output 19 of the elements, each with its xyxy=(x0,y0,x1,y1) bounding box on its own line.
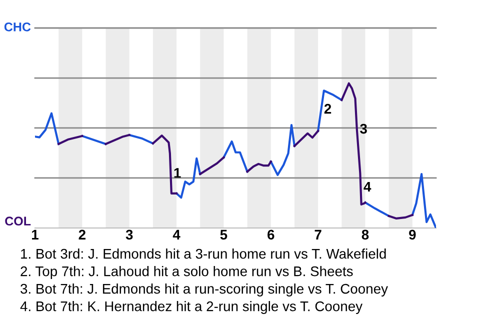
annotation: 2 xyxy=(324,104,332,114)
annotation: 4 xyxy=(364,182,372,192)
x-tick-label: 5 xyxy=(220,230,228,240)
x-tick-label: 3 xyxy=(126,230,133,240)
x-tick-label: 6 xyxy=(268,230,274,240)
text: 3. Bot 7th: J. Edmonds hit a run-scoring single vs T. Cooney xyxy=(20,284,388,296)
x-tick-label: 9 xyxy=(409,230,416,240)
x-tick-label: 4 xyxy=(172,230,180,240)
text: 1. Bot 3rd: J. Edmonds hit a 3-run home run vs T. Wakefield xyxy=(21,248,386,259)
x-tick-label: 1 xyxy=(32,230,38,240)
text: 4. Bot 7th: K. Hernandez hit a 2-run single vs T. Cooney xyxy=(20,301,363,314)
x-tick-label: 2 xyxy=(78,230,86,240)
x-tick-label: 8 xyxy=(362,230,369,240)
text: 2. Top 7th: J. Lahoud hit a solo home run vs B. Sheets xyxy=(20,266,353,279)
annotation: 3 xyxy=(360,124,367,134)
annotation: 1 xyxy=(174,168,181,178)
x-tick-label: 7 xyxy=(314,230,322,240)
text: CHC xyxy=(4,22,31,32)
text: COL xyxy=(5,216,31,226)
